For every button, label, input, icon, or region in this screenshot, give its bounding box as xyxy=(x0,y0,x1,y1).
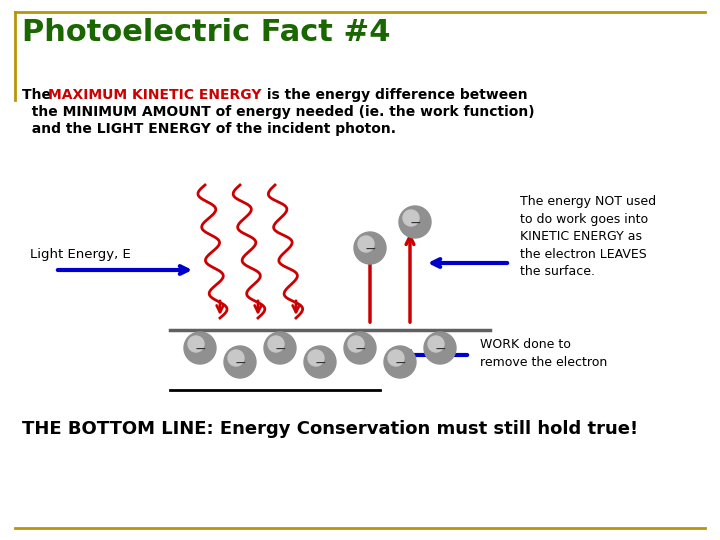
Text: Light Energy, E: Light Energy, E xyxy=(30,248,131,261)
Text: the MINIMUM AMOUNT of energy needed (ie. the work function): the MINIMUM AMOUNT of energy needed (ie.… xyxy=(22,105,535,119)
Circle shape xyxy=(184,332,216,364)
Circle shape xyxy=(344,332,376,364)
Circle shape xyxy=(188,336,204,352)
Circle shape xyxy=(304,346,336,378)
Text: −: − xyxy=(314,356,326,370)
Circle shape xyxy=(399,206,431,238)
Circle shape xyxy=(403,210,419,226)
Circle shape xyxy=(268,336,284,352)
Circle shape xyxy=(384,346,416,378)
Text: Photoelectric Fact #4: Photoelectric Fact #4 xyxy=(22,18,390,47)
Text: −: − xyxy=(409,216,420,230)
Circle shape xyxy=(354,232,386,264)
Circle shape xyxy=(424,332,456,364)
Text: −: − xyxy=(354,342,366,356)
Text: THE BOTTOM LINE: Energy Conservation must still hold true!: THE BOTTOM LINE: Energy Conservation mus… xyxy=(22,420,638,438)
Circle shape xyxy=(388,350,404,366)
Text: −: − xyxy=(394,356,406,370)
Circle shape xyxy=(348,336,364,352)
Text: −: − xyxy=(434,342,446,356)
Text: and the LIGHT ENERGY of the incident photon.: and the LIGHT ENERGY of the incident pho… xyxy=(22,122,396,136)
Text: −: − xyxy=(234,356,246,370)
Text: MAXIMUM KINETIC ENERGY: MAXIMUM KINETIC ENERGY xyxy=(48,88,261,102)
Text: −: − xyxy=(274,342,286,356)
Text: −: − xyxy=(364,242,376,256)
Text: The energy NOT used
to do work goes into
KINETIC ENERGY as
the electron LEAVES
t: The energy NOT used to do work goes into… xyxy=(520,195,656,278)
Circle shape xyxy=(308,350,324,366)
Text: −: − xyxy=(194,342,206,356)
Text: WORK done to
remove the electron: WORK done to remove the electron xyxy=(480,338,607,368)
Circle shape xyxy=(228,350,244,366)
Circle shape xyxy=(264,332,296,364)
Circle shape xyxy=(428,336,444,352)
Circle shape xyxy=(358,236,374,252)
Text: is the energy difference between: is the energy difference between xyxy=(262,88,528,102)
Circle shape xyxy=(224,346,256,378)
Text: The: The xyxy=(22,88,56,102)
